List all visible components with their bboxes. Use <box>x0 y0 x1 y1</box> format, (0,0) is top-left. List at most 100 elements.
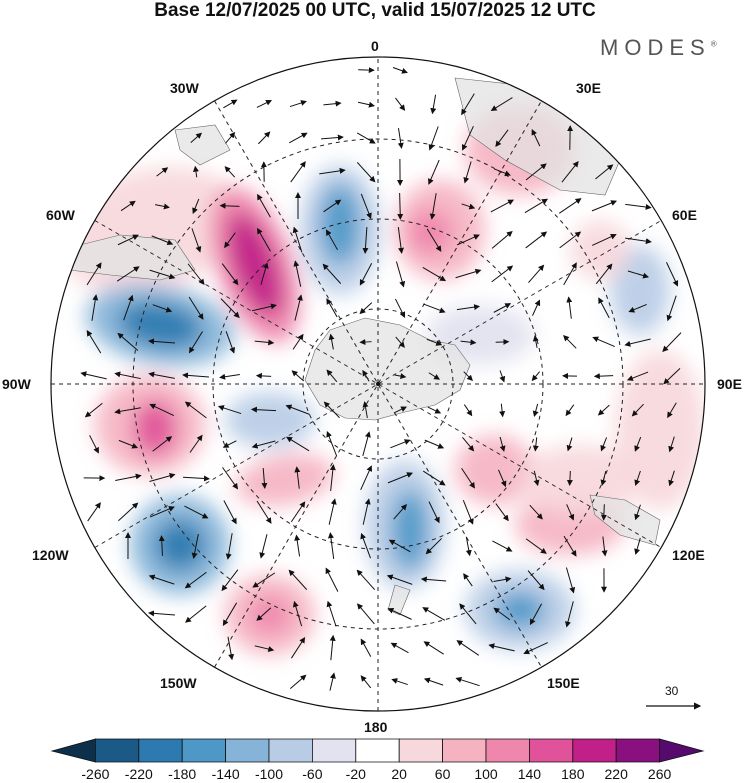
wind-arrow <box>566 470 573 487</box>
wind-arrow <box>123 294 134 321</box>
wind-arrow <box>327 532 335 559</box>
wind-arrow <box>397 227 405 254</box>
wind-arrow <box>188 296 204 320</box>
colorbar-tick: 100 <box>474 766 498 782</box>
wind-arrow <box>360 193 372 220</box>
wind-arrow <box>225 331 235 354</box>
wind-arrow <box>563 535 577 557</box>
wind-arrow <box>154 203 170 210</box>
wind-arrow <box>259 534 268 559</box>
wind-arrow <box>566 437 573 452</box>
lon-label-90w: 90W <box>2 376 31 392</box>
wind-arrow <box>591 200 617 212</box>
lon-label-120e: 120E <box>672 547 705 563</box>
wind-arrow <box>285 404 310 415</box>
wind-arrow <box>626 371 649 381</box>
wind-arrow <box>563 262 577 286</box>
wind-arrow <box>359 339 372 346</box>
wind-arrow <box>148 574 175 585</box>
lon-label-0: 0 <box>371 38 379 54</box>
wind-arrow <box>323 100 342 107</box>
wind-arrow <box>459 603 477 625</box>
wind-arrow <box>634 470 641 486</box>
wind-arrow <box>288 569 308 590</box>
wind-arrow <box>424 439 445 449</box>
wind-arrow <box>559 231 582 249</box>
wind-arrow <box>182 372 210 379</box>
wind-arrow <box>395 336 405 348</box>
wind-arrow <box>120 200 136 212</box>
wind-arrow <box>499 370 506 383</box>
wind-arrow <box>666 295 677 322</box>
wind-arrow <box>192 198 200 215</box>
colorbar-swatch <box>659 738 705 763</box>
wind-arrow <box>423 677 444 686</box>
wind-arrow <box>359 263 373 286</box>
wind-vectors <box>80 67 682 691</box>
wind-arrow <box>422 470 446 486</box>
wind-arrow <box>328 498 337 525</box>
wind-arrow <box>461 93 475 116</box>
wind-arrow <box>430 94 437 115</box>
colorbar-tick: 180 <box>561 766 585 782</box>
wind-arrow <box>254 339 275 346</box>
wind-arrow <box>225 131 236 144</box>
wind-arrow <box>428 159 440 185</box>
colorbar-swatch <box>138 738 183 763</box>
wind-arrow <box>525 163 547 181</box>
wind-arrow <box>426 338 443 346</box>
wind-arrow <box>326 430 338 457</box>
wind-arrow <box>289 100 307 108</box>
wind-arrow <box>393 406 407 414</box>
wind-arrow <box>152 304 173 313</box>
wind-arrow <box>493 607 511 621</box>
wind-arrow <box>462 436 475 452</box>
wind-arrow <box>86 330 102 354</box>
wind-arrow <box>225 533 233 560</box>
wind-arrow <box>463 161 472 184</box>
wind-arrow <box>184 571 207 589</box>
colorbar-tick: -260 <box>81 766 110 782</box>
wind-arrow <box>455 268 482 279</box>
wind-arrow <box>325 229 338 251</box>
wind-arrow <box>631 403 644 417</box>
wind-arrow <box>625 203 652 210</box>
wind-arrow <box>362 226 369 254</box>
wind-arrow <box>158 535 165 556</box>
wind-arrow <box>117 234 139 246</box>
wind-arrow <box>462 499 474 525</box>
registered-mark: ® <box>710 39 717 49</box>
wind-arrow <box>188 331 203 354</box>
wind-arrow <box>666 262 679 287</box>
wind-arrow <box>323 199 342 213</box>
wind-arrow <box>360 532 372 559</box>
wind-arrow <box>251 303 277 312</box>
wind-arrow <box>149 269 176 280</box>
wind-arrow <box>224 166 236 178</box>
wind-arrow <box>531 371 541 382</box>
meridian-line <box>214 100 542 668</box>
landmass <box>589 494 661 546</box>
meridian-line <box>214 100 542 668</box>
wind-arrow <box>563 334 577 349</box>
wind-arrow <box>190 132 203 144</box>
wind-arrow <box>423 641 444 655</box>
wind-arrow <box>329 634 336 661</box>
wind-arrow <box>219 202 240 209</box>
wind-arrow <box>595 263 613 285</box>
wind-arrow <box>356 132 376 144</box>
wind-arrow <box>114 407 141 415</box>
wind-arrow <box>294 294 303 321</box>
wind-arrow <box>566 296 573 319</box>
wind-arrow <box>493 168 511 177</box>
wind-arrow <box>625 237 652 245</box>
wind-arrow <box>391 678 408 686</box>
wind-arrow <box>463 371 473 382</box>
wind-arrow <box>533 470 540 487</box>
wind-arrow <box>254 645 275 652</box>
wind-arrow <box>386 574 413 585</box>
wind-arrow <box>461 203 476 210</box>
colorbar-swatch <box>442 738 487 763</box>
wind-arrow <box>420 576 447 583</box>
wind-arrow <box>524 198 549 214</box>
